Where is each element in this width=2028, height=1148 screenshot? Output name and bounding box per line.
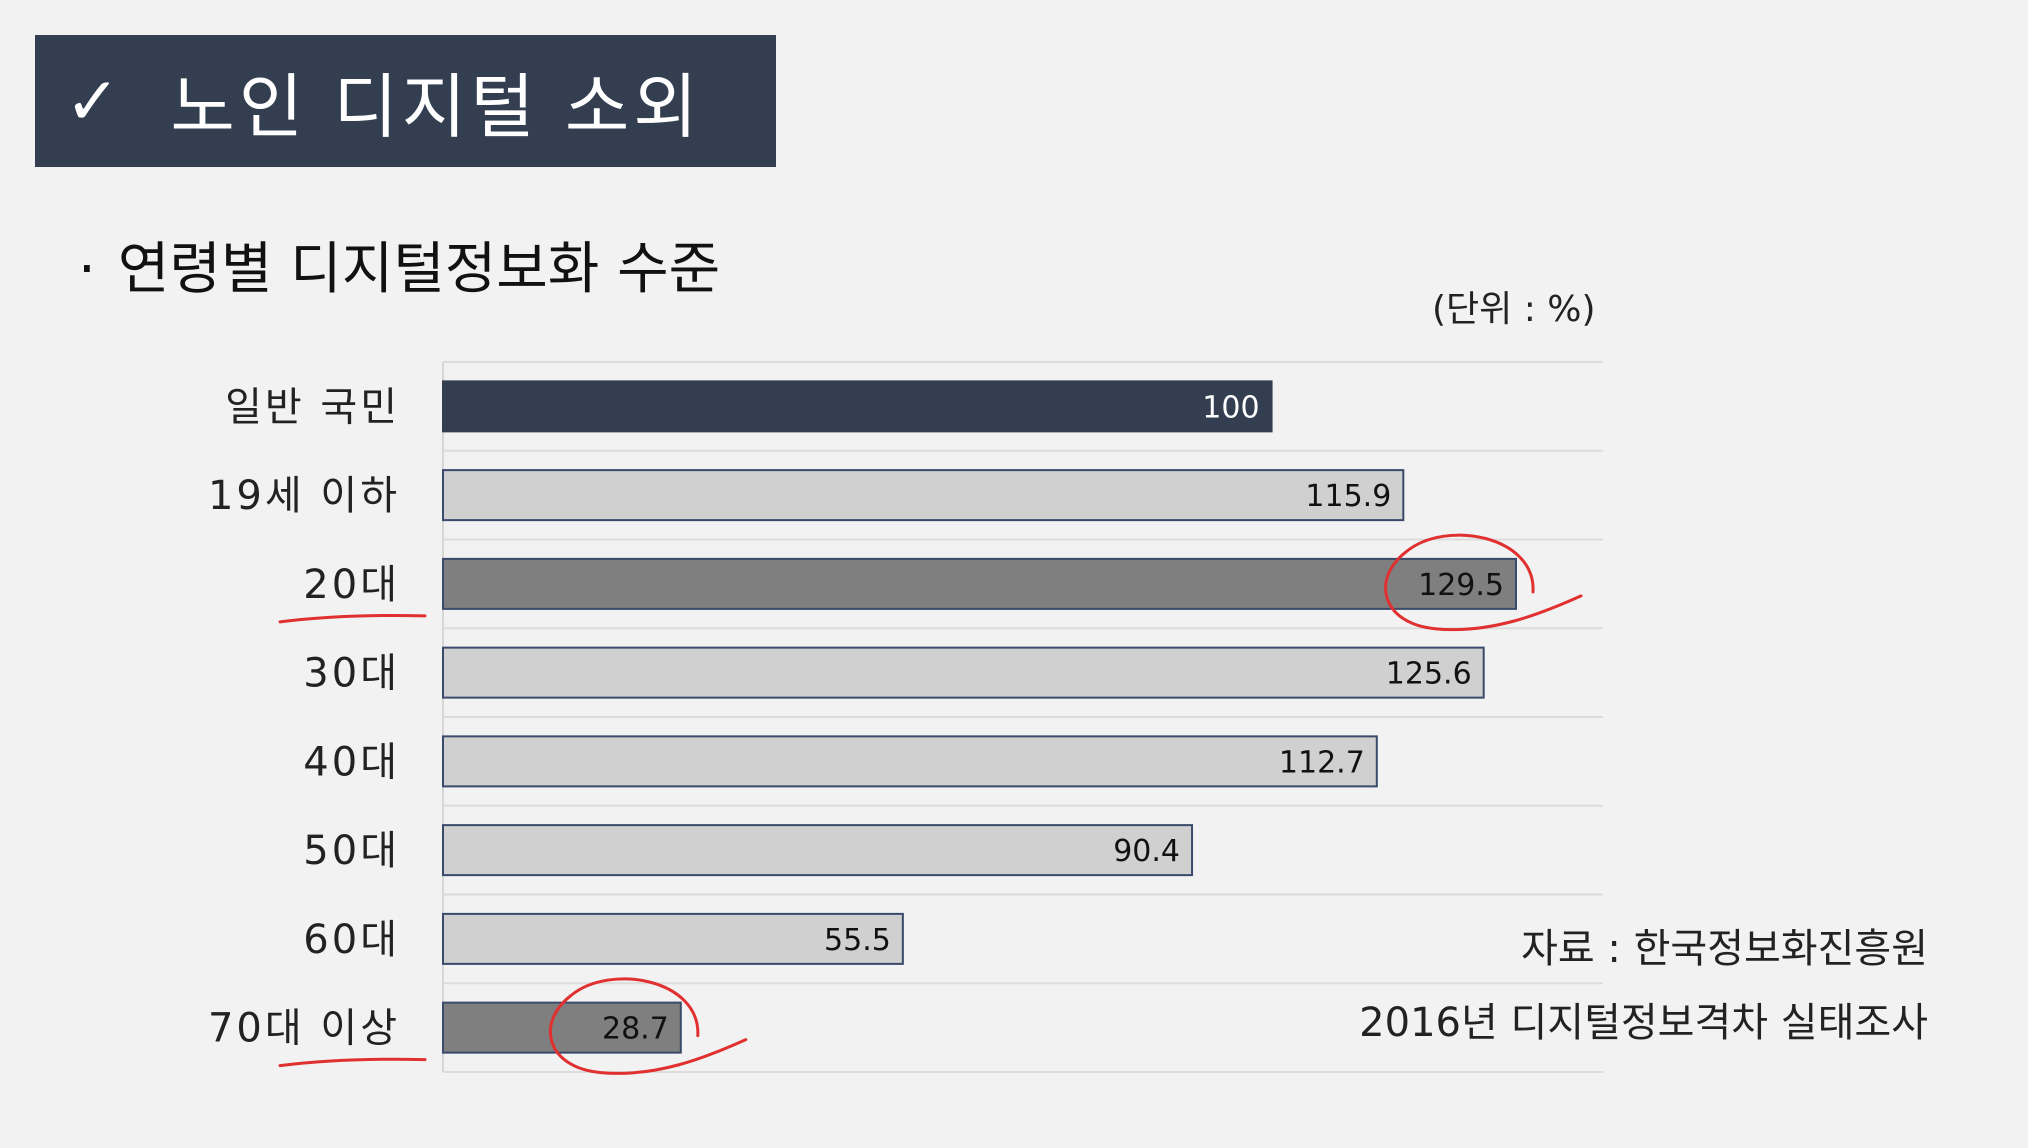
value-label: 112.7	[1279, 745, 1365, 780]
checkmark-icon: ✓	[65, 62, 125, 140]
bar	[442, 557, 1517, 610]
highlight-circle	[1384, 533, 1583, 632]
value-label: 55.5	[824, 923, 891, 958]
value-label: 115.9	[1305, 479, 1391, 514]
bar	[442, 380, 1273, 433]
slide-title: 노인 디지털 소외	[170, 65, 702, 148]
bar	[442, 735, 1378, 788]
subtitle-text: 연령별 디지털정보화 수준	[117, 237, 721, 302]
unit-label: (단위 : %)	[1432, 289, 1596, 330]
highlight-underline	[278, 1057, 427, 1068]
highlight-circle	[548, 977, 748, 1075]
source-line-1: 자료 : 한국정보화진흥원	[1521, 926, 1928, 972]
highlight-underline	[278, 613, 427, 624]
category-label: 30대	[303, 651, 400, 697]
bullet-dot: ·	[78, 237, 96, 302]
bar	[442, 646, 1485, 699]
value-label: 125.6	[1386, 657, 1472, 692]
bar	[442, 824, 1194, 877]
chart-grid	[442, 361, 1603, 1073]
chart-bars: 100 일반 국민 115.9 19세 이하 129.5 20대 125.6 30대 112.7…	[208, 380, 1517, 1054]
chart-subtitle: · 연령별 디지털정보화 수준	[78, 224, 720, 305]
value-label: 100	[1202, 390, 1259, 425]
category-label: 20대	[303, 562, 400, 608]
bar	[442, 469, 1405, 522]
category-label: 19세 이하	[208, 473, 400, 519]
source-line-2: 2016년 디지털정보격차 실태조사	[1359, 1000, 1928, 1046]
source-note: 자료 : 한국정보화진흥원 2016년 디지털정보격차 실태조사	[1359, 912, 1928, 1060]
category-label: 50대	[303, 828, 400, 874]
category-label: 일반 국민	[225, 384, 400, 430]
slide-title-box: ✓ 노인 디지털 소외	[35, 35, 776, 167]
category-label: 40대	[303, 739, 400, 785]
bar	[442, 912, 904, 965]
value-label: 90.4	[1113, 834, 1180, 869]
value-label: 28.7	[602, 1012, 669, 1047]
category-label: 70대 이상	[208, 1006, 400, 1052]
value-label: 129.5	[1418, 568, 1504, 603]
chart-annotations	[278, 533, 1583, 1075]
category-label: 60대	[303, 917, 400, 963]
